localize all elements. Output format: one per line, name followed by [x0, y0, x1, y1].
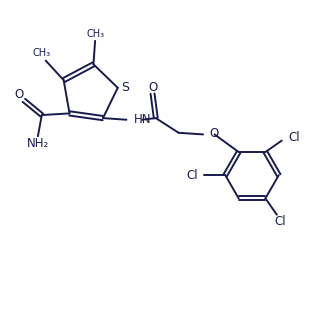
Text: NH₂: NH₂: [27, 137, 49, 150]
Text: O: O: [148, 81, 157, 94]
Text: S: S: [121, 81, 129, 94]
Text: Cl: Cl: [186, 169, 197, 182]
Text: CH₃: CH₃: [33, 48, 51, 58]
Text: HN: HN: [134, 113, 151, 126]
Text: O: O: [209, 127, 218, 140]
Text: Cl: Cl: [274, 215, 286, 228]
Text: Cl: Cl: [288, 131, 300, 144]
Text: O: O: [14, 88, 24, 101]
Text: CH₃: CH₃: [86, 29, 104, 39]
